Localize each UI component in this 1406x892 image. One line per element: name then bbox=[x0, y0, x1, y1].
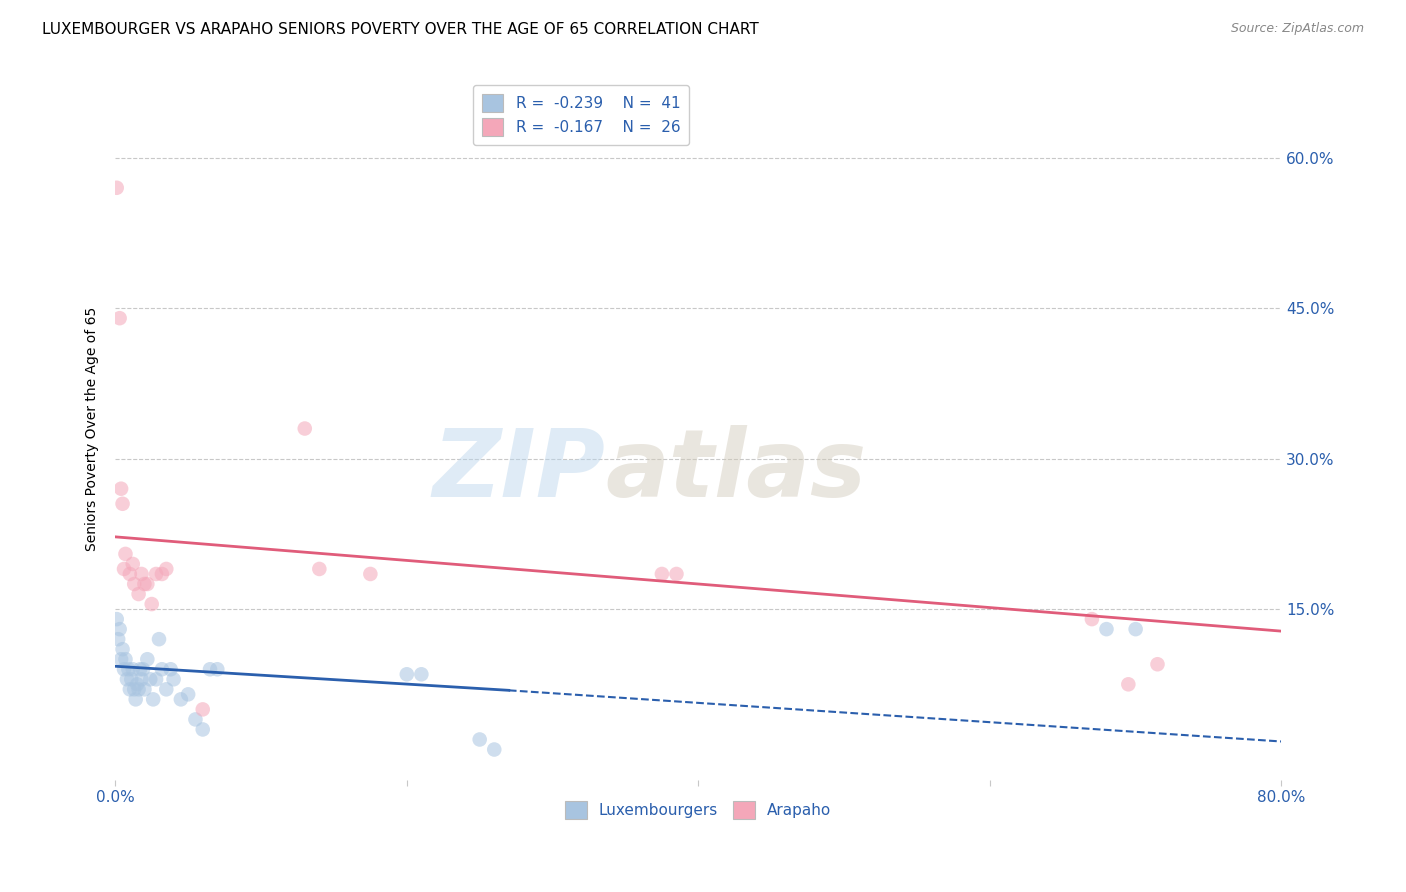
Point bbox=[132, 662, 155, 676]
Point bbox=[131, 673, 153, 687]
Point bbox=[155, 682, 177, 697]
Point bbox=[110, 652, 132, 666]
Point bbox=[115, 673, 138, 687]
Point bbox=[411, 667, 433, 681]
Point bbox=[170, 692, 193, 706]
Text: atlas: atlas bbox=[605, 425, 866, 516]
Point bbox=[184, 713, 207, 727]
Point bbox=[294, 421, 316, 435]
Point bbox=[111, 642, 134, 657]
Point bbox=[111, 497, 134, 511]
Point bbox=[155, 562, 177, 576]
Point bbox=[121, 662, 143, 676]
Point bbox=[105, 612, 128, 626]
Point bbox=[1125, 622, 1147, 636]
Point bbox=[198, 662, 221, 676]
Point bbox=[150, 662, 173, 676]
Point bbox=[191, 702, 214, 716]
Text: LUXEMBOURGER VS ARAPAHO SENIORS POVERTY OVER THE AGE OF 65 CORRELATION CHART: LUXEMBOURGER VS ARAPAHO SENIORS POVERTY … bbox=[42, 22, 759, 37]
Point bbox=[121, 557, 143, 571]
Text: ZIP: ZIP bbox=[432, 425, 605, 516]
Point bbox=[125, 692, 148, 706]
Point bbox=[118, 682, 141, 697]
Point bbox=[134, 577, 156, 591]
Point bbox=[665, 566, 688, 581]
Point bbox=[112, 662, 135, 676]
Point bbox=[1081, 612, 1104, 626]
Point bbox=[148, 632, 170, 647]
Point bbox=[131, 566, 153, 581]
Point bbox=[191, 723, 214, 737]
Point bbox=[136, 652, 159, 666]
Point bbox=[114, 652, 136, 666]
Point bbox=[1095, 622, 1118, 636]
Point bbox=[122, 682, 145, 697]
Point bbox=[468, 732, 491, 747]
Point bbox=[139, 673, 162, 687]
Point bbox=[141, 597, 163, 611]
Point bbox=[145, 673, 167, 687]
Point bbox=[112, 562, 135, 576]
Point bbox=[651, 566, 673, 581]
Point bbox=[142, 692, 165, 706]
Point bbox=[108, 311, 131, 326]
Point bbox=[1146, 657, 1168, 672]
Point bbox=[207, 662, 229, 676]
Point bbox=[114, 547, 136, 561]
Point bbox=[177, 687, 200, 701]
Point bbox=[1118, 677, 1140, 691]
Point bbox=[308, 562, 330, 576]
Point bbox=[127, 677, 149, 691]
Point bbox=[136, 577, 159, 591]
Point bbox=[395, 667, 418, 681]
Point bbox=[105, 181, 128, 195]
Point bbox=[120, 673, 142, 687]
Point bbox=[108, 622, 131, 636]
Y-axis label: Seniors Poverty Over the Age of 65: Seniors Poverty Over the Age of 65 bbox=[86, 306, 100, 550]
Point bbox=[107, 632, 129, 647]
Point bbox=[129, 662, 152, 676]
Point bbox=[150, 566, 173, 581]
Point bbox=[128, 587, 150, 601]
Legend: Luxembourgers, Arapaho: Luxembourgers, Arapaho bbox=[560, 795, 838, 824]
Point bbox=[162, 673, 184, 687]
Point bbox=[159, 662, 181, 676]
Text: Source: ZipAtlas.com: Source: ZipAtlas.com bbox=[1230, 22, 1364, 36]
Point bbox=[122, 577, 145, 591]
Point bbox=[128, 682, 150, 697]
Point bbox=[134, 682, 156, 697]
Point bbox=[117, 662, 139, 676]
Point bbox=[484, 742, 506, 756]
Point bbox=[145, 566, 167, 581]
Point bbox=[359, 566, 381, 581]
Point bbox=[110, 482, 132, 496]
Point bbox=[118, 566, 141, 581]
